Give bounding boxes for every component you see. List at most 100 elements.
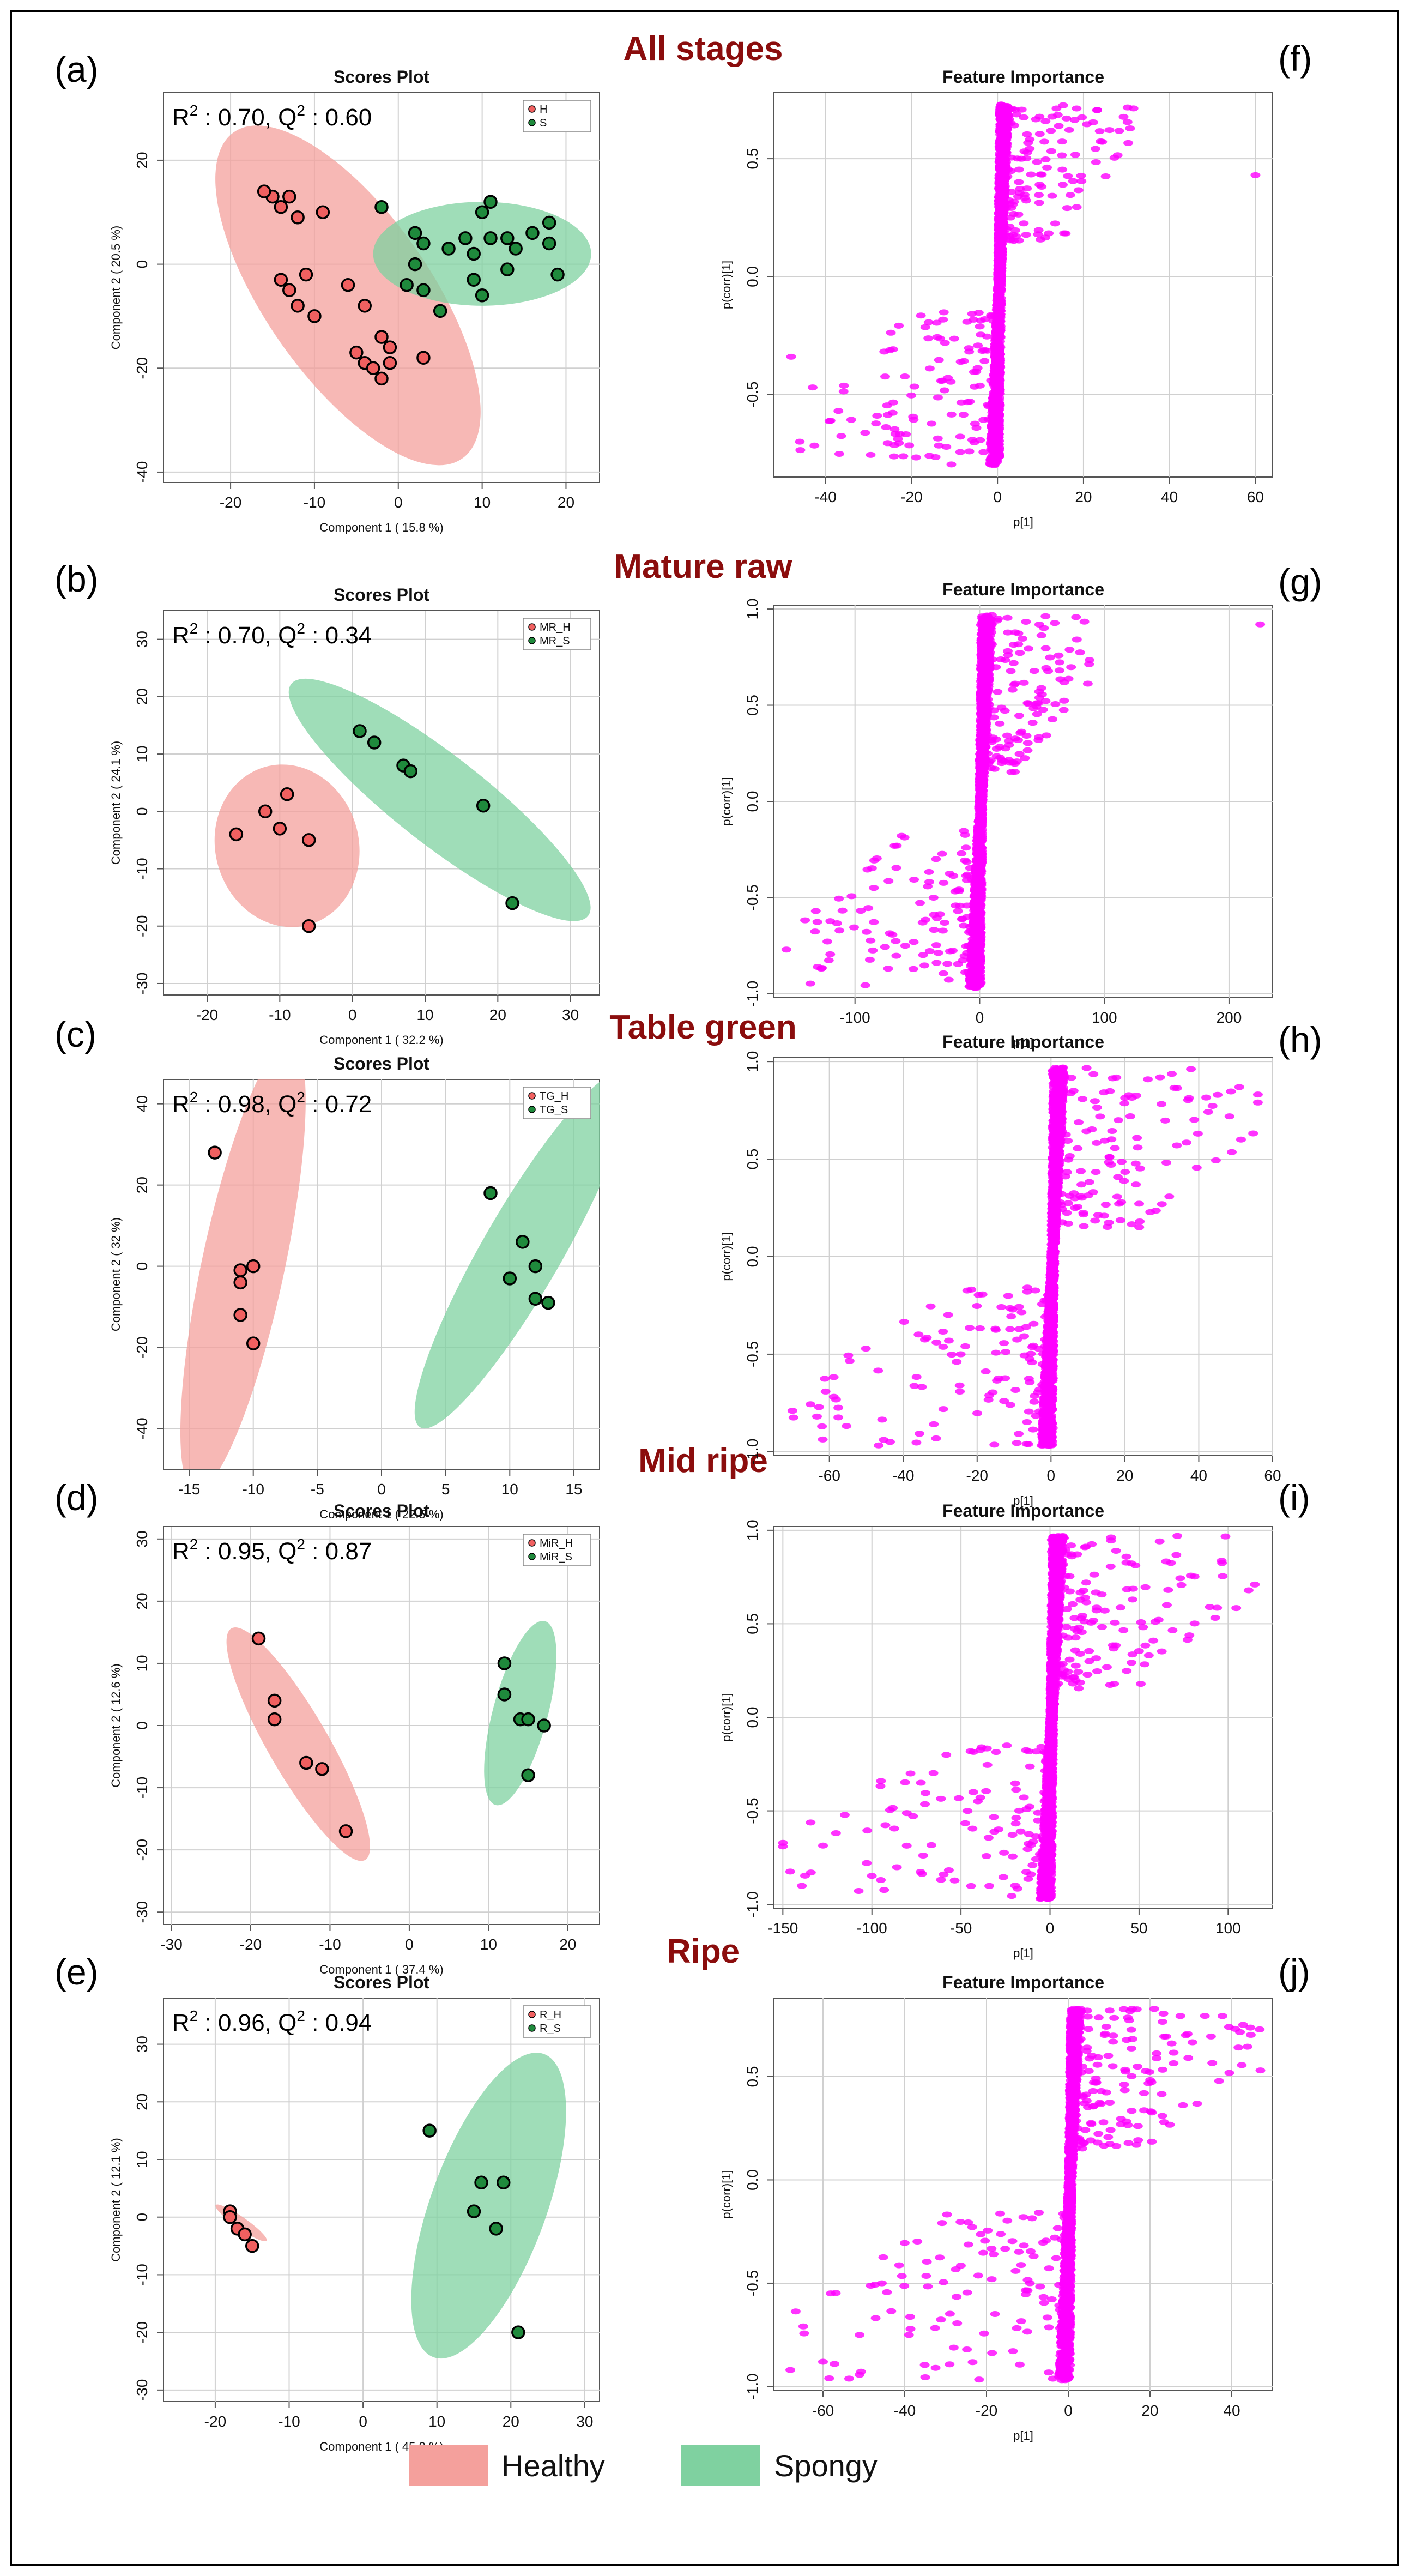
feature-point <box>929 927 939 933</box>
stage-title: Ripe <box>667 1933 740 1970</box>
feature-point <box>1250 172 1261 178</box>
feature-point <box>929 912 939 918</box>
x-tick-label: 0 <box>976 1009 984 1026</box>
x-tick-label: 10 <box>480 1936 497 1953</box>
feature-point <box>976 684 987 691</box>
y-tick-label: 20 <box>134 2094 150 2110</box>
feature-point <box>888 346 898 353</box>
feature-point <box>898 453 909 460</box>
data-point-spongy <box>422 2123 437 2138</box>
feature-point <box>993 388 1003 395</box>
y-tick-label: 0.0 <box>744 791 761 812</box>
confidence-ellipse-spongy <box>288 678 591 921</box>
feature-point <box>965 865 975 871</box>
data-point-spongy <box>511 2325 525 2339</box>
data-point-healthy <box>274 273 288 287</box>
legend-entry: MR_S <box>540 635 570 647</box>
feature-point <box>997 107 1008 113</box>
feature-point <box>1014 179 1024 185</box>
data-point-spongy <box>537 1718 551 1733</box>
y-tick-label: 30 <box>134 631 150 648</box>
feature-point <box>969 934 979 941</box>
y-tick-label: -10 <box>134 1777 150 1799</box>
feature-point <box>812 919 822 925</box>
feature-point <box>993 278 1003 285</box>
feature-point <box>1114 128 1124 134</box>
feature-point <box>1022 131 1032 137</box>
feature-point <box>1028 705 1039 711</box>
legend-marker <box>528 105 536 113</box>
x-axis-label: p[1] <box>1013 515 1033 529</box>
data-point-healthy <box>223 2210 237 2224</box>
feature-point <box>967 966 978 973</box>
x-tick-label: 40 <box>1190 1467 1207 1484</box>
confidence-ellipse-spongy <box>414 1079 600 1429</box>
feature-point <box>931 319 942 326</box>
feature-point <box>900 943 910 949</box>
feature-point <box>880 373 891 380</box>
x-tick-label: -20 <box>220 494 241 511</box>
plot-legend: R_HR_S <box>523 2005 591 2038</box>
feature-point <box>1057 166 1068 173</box>
feature-point <box>1072 636 1082 643</box>
feature-point <box>1084 657 1094 663</box>
x-tick-label: 10 <box>428 2413 445 2430</box>
feature-point <box>995 720 1005 727</box>
feature-point <box>955 433 965 440</box>
feature-point <box>974 819 984 825</box>
feature-point <box>872 855 882 861</box>
feature-point <box>900 373 910 379</box>
feature-point <box>963 871 973 878</box>
feature-point <box>983 675 994 681</box>
scores-layer <box>226 1620 556 1861</box>
feature-point <box>908 966 918 972</box>
data-point-healthy <box>282 283 296 298</box>
feature-point <box>909 383 919 390</box>
data-point-healthy <box>274 200 288 214</box>
feature-point <box>1006 668 1016 674</box>
y-axis-label: p(corr)[1] <box>719 1232 733 1281</box>
legend-entry: R_S <box>540 2023 561 2035</box>
feature-point <box>948 948 958 954</box>
feature-point <box>856 908 866 914</box>
feature-point <box>984 758 995 765</box>
stat-q2: 0.34 <box>325 622 372 649</box>
confidence-ellipse-healthy <box>226 1627 370 1861</box>
y-axis-label: p(corr)[1] <box>719 261 733 309</box>
feature-point <box>950 888 960 895</box>
feature-point <box>1004 233 1015 239</box>
feature-point <box>979 649 989 656</box>
feature-point <box>1072 204 1082 210</box>
y-axis-label: Component 2 ( 32 %) <box>109 1217 123 1331</box>
data-point-spongy <box>500 231 515 245</box>
feature-point <box>977 793 987 800</box>
feature-point <box>1012 111 1022 118</box>
stat-label: R2 : 0.98, Q2 : 0.72 <box>172 1089 372 1118</box>
data-point-spongy <box>416 236 431 251</box>
y-tick-label: -10 <box>134 858 150 879</box>
feature-point <box>998 184 1008 190</box>
feature-point <box>924 948 935 954</box>
plot-legend: MR_HMR_S <box>523 618 591 650</box>
x-tick-label: -10 <box>304 494 325 511</box>
scores-layer <box>215 125 591 466</box>
feature-point <box>976 942 986 948</box>
feature-point <box>977 776 988 782</box>
x-tick-label: -60 <box>818 1467 840 1484</box>
data-point-healthy <box>282 189 296 204</box>
y-axis-label: Component 2 ( 20.5 %) <box>109 226 123 349</box>
panel-label: (c) <box>55 1014 96 1054</box>
feature-point <box>933 394 943 401</box>
feature-point <box>869 919 879 925</box>
feature-point <box>1019 220 1029 227</box>
feature-layer <box>781 612 1266 991</box>
feature-point <box>1069 117 1080 123</box>
feature-point <box>1019 114 1029 120</box>
feature-point <box>1097 138 1108 145</box>
feature-point <box>1005 214 1015 221</box>
plot-title: Scores Plot <box>334 1972 429 1992</box>
feature-point <box>1026 171 1036 178</box>
feature-point <box>996 704 1007 711</box>
stat-label: R2 : 0.70, Q2 : 0.60 <box>172 102 372 131</box>
data-point-healthy <box>338 1824 353 1838</box>
